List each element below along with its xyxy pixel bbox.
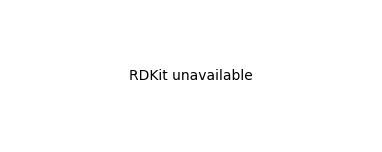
Text: RDKit unavailable: RDKit unavailable: [129, 69, 253, 83]
